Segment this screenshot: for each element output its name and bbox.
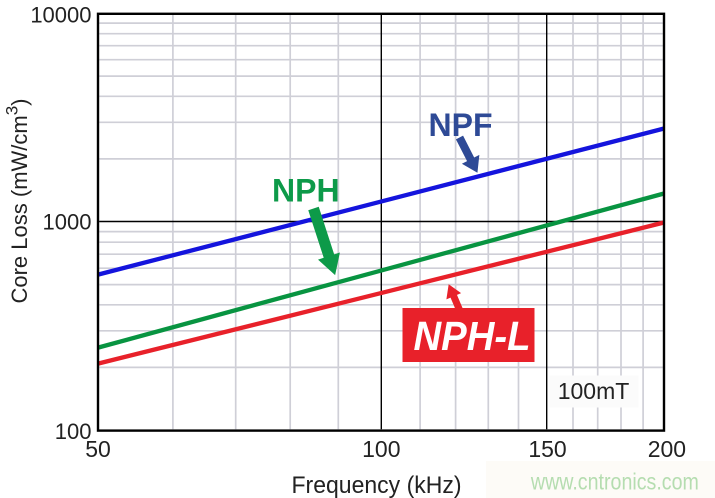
svg-text:NPH-L: NPH-L	[414, 313, 531, 359]
svg-text:100: 100	[55, 419, 92, 444]
svg-text:200: 200	[648, 436, 686, 462]
svg-text:NPF: NPF	[429, 107, 493, 143]
svg-text:Frequency (kHz): Frequency (kHz)	[292, 472, 462, 498]
svg-text:Core Loss (mW/cm3): Core Loss (mW/cm3)	[3, 98, 33, 303]
svg-text:10000: 10000	[30, 2, 91, 27]
svg-text:100mT: 100mT	[558, 378, 630, 404]
svg-text:150: 150	[528, 436, 566, 462]
svg-text:100: 100	[362, 436, 400, 462]
svg-text:NPH: NPH	[272, 173, 340, 209]
svg-text:www.cntronics.com: www.cntronics.com	[530, 469, 699, 495]
svg-text:1000: 1000	[43, 210, 92, 235]
svg-text:50: 50	[85, 436, 111, 462]
